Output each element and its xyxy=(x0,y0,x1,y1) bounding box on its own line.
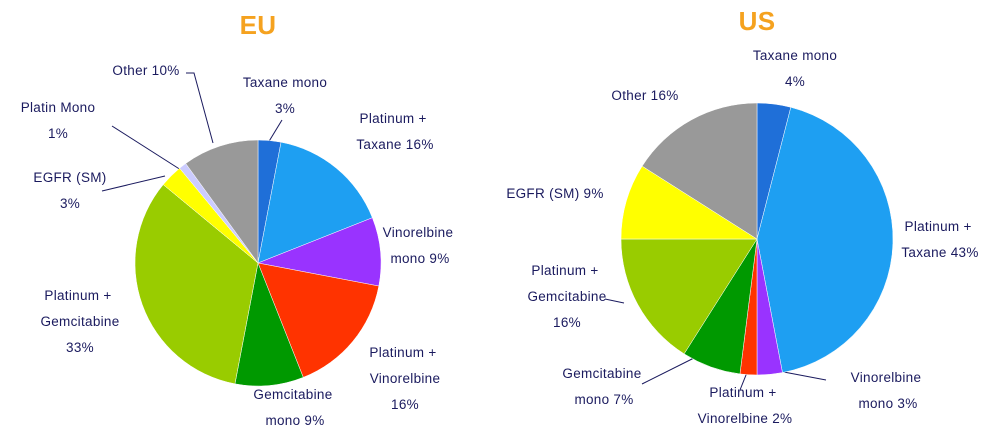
pie-slice xyxy=(620,238,758,355)
slice-label: Platinum + Gemcitabine xyxy=(40,288,119,329)
leader-line xyxy=(641,353,703,385)
slice-label: Vinorelbine mono xyxy=(851,370,926,411)
slice-label: Platinum + Gemcitabine xyxy=(527,263,606,304)
leader-line xyxy=(101,175,166,192)
leader-line xyxy=(111,125,182,171)
slice-label: Other xyxy=(112,63,147,78)
value-label: 33% xyxy=(66,340,94,355)
value-label: 9% xyxy=(584,186,604,201)
pie-slice xyxy=(185,139,259,264)
pie-slice xyxy=(257,262,380,378)
pie-slice xyxy=(756,106,894,373)
slice-label: Vinorelbine mono xyxy=(383,225,458,266)
value-label: 10% xyxy=(152,63,180,78)
chart-title: US xyxy=(739,6,776,36)
pie-slice xyxy=(641,102,758,240)
slice-label: Platinum + Vinorelbine xyxy=(698,385,781,426)
pie-slice xyxy=(134,184,259,385)
value-label: 4% xyxy=(785,74,805,89)
leader-line xyxy=(604,298,625,304)
value-label: 3% xyxy=(275,101,295,116)
slice-label: Taxane mono xyxy=(243,75,327,90)
leader-line xyxy=(186,72,214,144)
slice-label: Platin Mono xyxy=(21,100,96,115)
value-label: 3% xyxy=(60,196,80,211)
value-label: 9% xyxy=(429,251,449,266)
value-label: 9% xyxy=(304,413,324,428)
slice-label: Platinum + Vinorelbine xyxy=(369,345,440,386)
value-label: 43% xyxy=(951,245,979,260)
value-label: 16% xyxy=(651,88,679,103)
slice-label: EGFR (SM) xyxy=(33,170,106,185)
pie-slice xyxy=(257,141,373,264)
value-label: 2% xyxy=(772,411,792,426)
slice-label: Gemcitabine mono xyxy=(562,366,645,407)
leader-lines xyxy=(101,72,827,391)
slice-label: Platinum + Taxane xyxy=(356,111,430,152)
slice-label: Taxane mono xyxy=(753,48,837,63)
value-label: 7% xyxy=(613,392,633,407)
slice-label: Gemcitabine mono xyxy=(253,387,336,428)
leader-line xyxy=(267,119,283,144)
value-label: 3% xyxy=(897,396,917,411)
slice-label: EGFR (SM) xyxy=(506,186,579,201)
value-label: 16% xyxy=(553,315,581,330)
slice-label: Platinum + Taxane xyxy=(901,219,975,260)
slice-label: Other xyxy=(611,88,646,103)
value-label: 16% xyxy=(391,397,419,412)
value-label: 16% xyxy=(406,137,434,152)
value-label: 1% xyxy=(48,126,68,141)
chart-title: EU xyxy=(240,10,277,40)
